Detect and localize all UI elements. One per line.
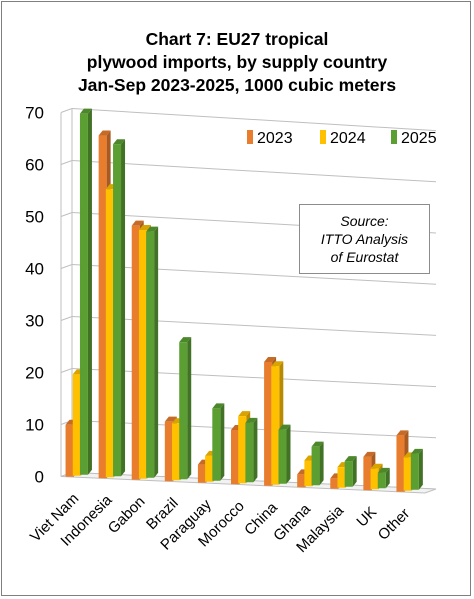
source-line-3: of Eurostat	[330, 249, 399, 265]
legend-label-2023: 2023	[257, 130, 293, 147]
side-gridline-20	[60, 368, 73, 373]
bar-paraguay-2025	[212, 403, 225, 481]
side-gridline-60	[60, 160, 73, 165]
side-gridline-40	[60, 264, 73, 269]
legend-label-2024: 2024	[330, 130, 366, 147]
bar-other-2025	[410, 448, 423, 490]
legend-item-2023: 2023	[247, 130, 293, 147]
y-tick-label-60: 60	[25, 156, 44, 175]
y-tick-label-50: 50	[25, 208, 44, 227]
bar-viet-nam-2025	[79, 108, 92, 475]
gridline-20	[71, 368, 437, 388]
x-tick-label-uk: UK	[353, 504, 380, 531]
side-gridline-50	[60, 212, 73, 217]
bar-gabon-2025	[146, 226, 159, 478]
y-tick-label-40: 40	[25, 260, 44, 279]
source-annotation: Source: ITTO Analysis of Eurostat	[299, 204, 430, 274]
bar-ghana-2025	[311, 441, 324, 486]
gridline-70	[71, 108, 437, 132]
y-tick-label-30: 30	[25, 312, 44, 331]
bar-uk-2025	[377, 467, 390, 489]
y-tick-label-0: 0	[35, 468, 44, 487]
y-tick-label-20: 20	[25, 364, 44, 383]
side-gridline-30	[60, 316, 73, 321]
bar-malaysia-2025	[344, 456, 357, 487]
legend-swatch-2024	[320, 130, 326, 144]
y-tick-labels: 0 10 20 30 40 50 60 70	[25, 104, 44, 487]
bar-china-2025	[278, 424, 291, 484]
gridline-60	[71, 160, 437, 183]
side-gridline-70	[60, 108, 73, 113]
y-tick-label-70: 70	[25, 104, 44, 123]
source-line-2: ITTO Analysis	[320, 231, 409, 247]
gridline-30	[71, 316, 437, 336]
legend-label-2025: 2025	[401, 130, 437, 147]
legend-swatch-2023	[247, 130, 253, 144]
legend: 2023 2024 2025	[247, 130, 437, 147]
bar-indonesia-2025	[113, 139, 126, 477]
source-line-1: Source:	[340, 213, 389, 229]
legend-item-2025: 2025	[391, 130, 437, 147]
legend-item-2024: 2024	[320, 130, 366, 147]
bars-layer	[65, 108, 423, 492]
title-line-3: Jan-Sep 2023-2025, 1000 cubic meters	[77, 75, 397, 95]
y-tick-label-10: 10	[25, 416, 44, 435]
chart-title: Chart 7: EU27 tropical plywood imports, …	[0, 28, 474, 97]
title-line-2: plywood imports, by supply country	[86, 52, 388, 72]
bar-brazil-2025	[179, 337, 192, 480]
legend-swatch-2025	[391, 130, 397, 144]
x-tick-label-other: Other	[375, 505, 414, 544]
x-tick-labels: Viet NamIndonesiaGabonBrazilParaguayMoro…	[27, 490, 413, 556]
title-line-1: Chart 7: EU27 tropical	[145, 29, 329, 49]
bar-morocco-2025	[245, 417, 258, 483]
